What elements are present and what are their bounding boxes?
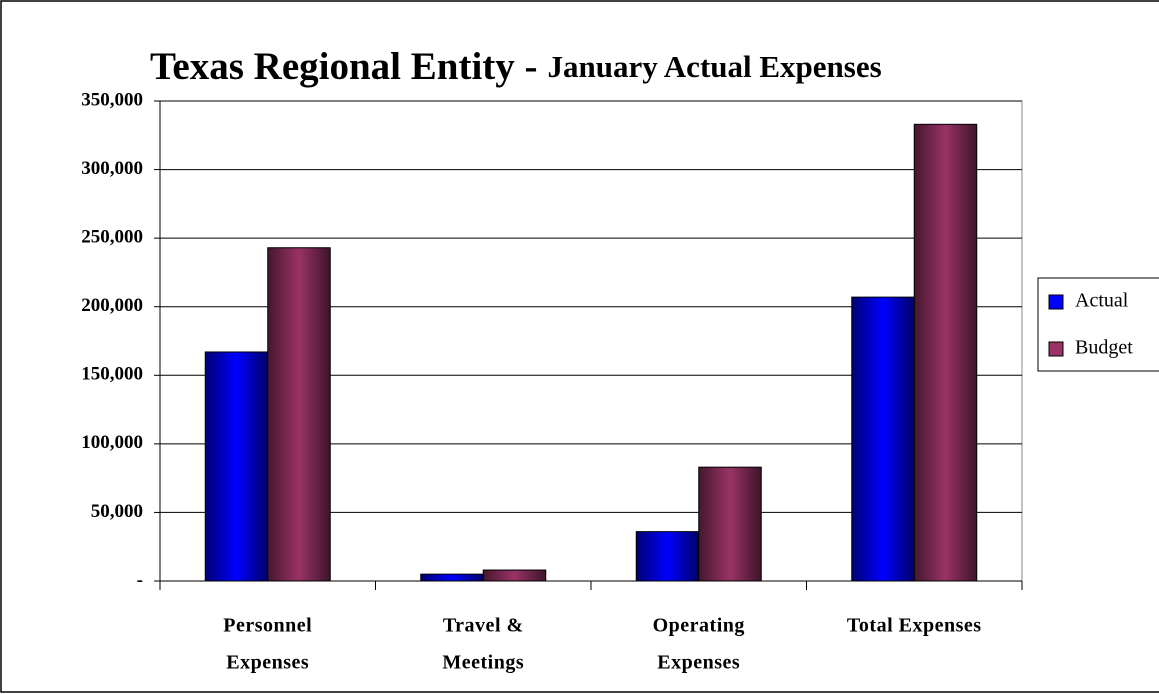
bar-shade	[420, 574, 484, 581]
legend-label: Budget	[1075, 337, 1133, 359]
y-tick-label: 100,000	[81, 432, 143, 453]
legend-swatch	[1048, 341, 1064, 357]
y-tick-label: -	[137, 569, 143, 590]
bar-shade	[914, 124, 977, 582]
x-tick-label: Operating	[653, 615, 745, 637]
bar-shade	[698, 467, 762, 581]
legend-label: Actual	[1075, 290, 1129, 312]
x-tick-label: Expenses	[226, 652, 309, 674]
y-tick-label: 50,000	[91, 501, 143, 522]
x-tick-label: Total Expenses	[847, 615, 982, 637]
y-tick-label: 350,000	[81, 89, 143, 110]
legend-swatch	[1048, 294, 1064, 310]
bar-shade	[851, 297, 915, 581]
bar-shade	[205, 351, 268, 581]
y-tick-label: 300,000	[81, 158, 143, 179]
y-tick-label: 150,000	[81, 364, 143, 385]
bar-shade	[483, 570, 546, 581]
y-tick-label: 250,000	[81, 227, 143, 248]
subtitle: January Actual Expenses	[548, 49, 882, 84]
bar-shade	[267, 247, 331, 581]
x-tick-label: Personnel	[223, 615, 312, 637]
x-tick-label: Expenses	[657, 652, 740, 674]
x-tick-label: Travel &	[443, 615, 524, 637]
chart-title: Texas Regional Entity - January Actual Ex…	[150, 45, 882, 88]
bar-shade	[636, 531, 699, 581]
x-tick-label: Meetings	[442, 652, 524, 674]
title: Texas Regional Entity -	[150, 45, 538, 88]
y-tick-label: 200,000	[81, 295, 143, 316]
